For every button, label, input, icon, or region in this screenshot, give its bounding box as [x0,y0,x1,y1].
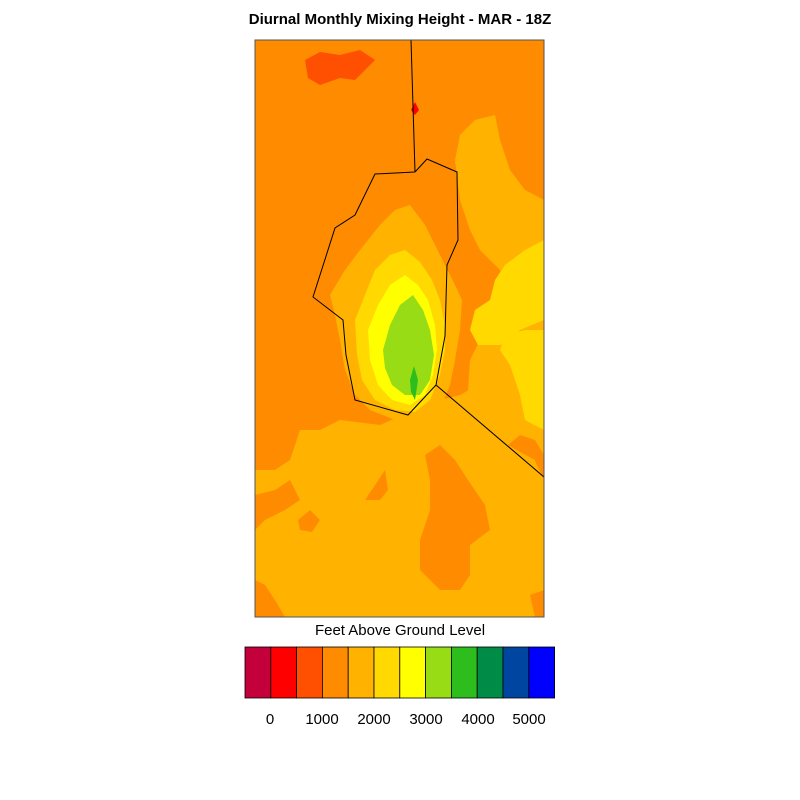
boundary-line-southeast [435,384,545,478]
map-frame [254,39,545,618]
chart-title: Diurnal Monthly Mixing Height - MAR - 18… [248,11,552,28]
boundary-outline [312,158,459,416]
contour-region-1500-south-e [508,435,544,470]
colorbar-tick-label: 1000 [305,711,339,728]
colorbar-tick-label: 4000 [461,711,495,728]
colorbar-tick-label: 3000 [409,711,443,728]
contour-region-3500-center [383,295,434,395]
contour-region-2500-east-b [500,330,544,430]
colorbar-swatch [270,646,297,699]
colorbar-swatch [244,646,272,699]
contour-region-1500-south-d [298,510,320,532]
colorbar-swatch [347,646,375,699]
colorbar-swatch [450,646,478,699]
colorbar-swatch [321,646,349,699]
contour-region-4000-center [410,366,418,400]
colorbar-swatch [399,646,426,699]
colorbar-tick-label: 5000 [512,711,546,728]
contour-region-1000-north [305,50,375,85]
colorbar-swatch [425,646,452,699]
colorbar-swatch [502,646,530,699]
colorbar-tick-label: 2000 [357,711,391,728]
colorbar-title: Feet Above Ground Level [314,622,486,639]
contour-region-1500-south-a [420,445,490,590]
contour-region-2500-east [470,240,544,345]
contour-region-1500-south-b [255,580,285,617]
colorbar-swatch [476,646,504,699]
colorbar-tick-label: 0 [265,711,275,728]
colorbar-swatch [528,646,555,699]
colorbar-swatch [373,646,401,699]
boundary-line-north [410,39,416,173]
colorbar-swatch [296,646,323,699]
contour-region-1500-south-c [365,470,388,500]
contour-region-1500-south-f [530,590,544,617]
contour-region-2000-south [255,385,544,617]
